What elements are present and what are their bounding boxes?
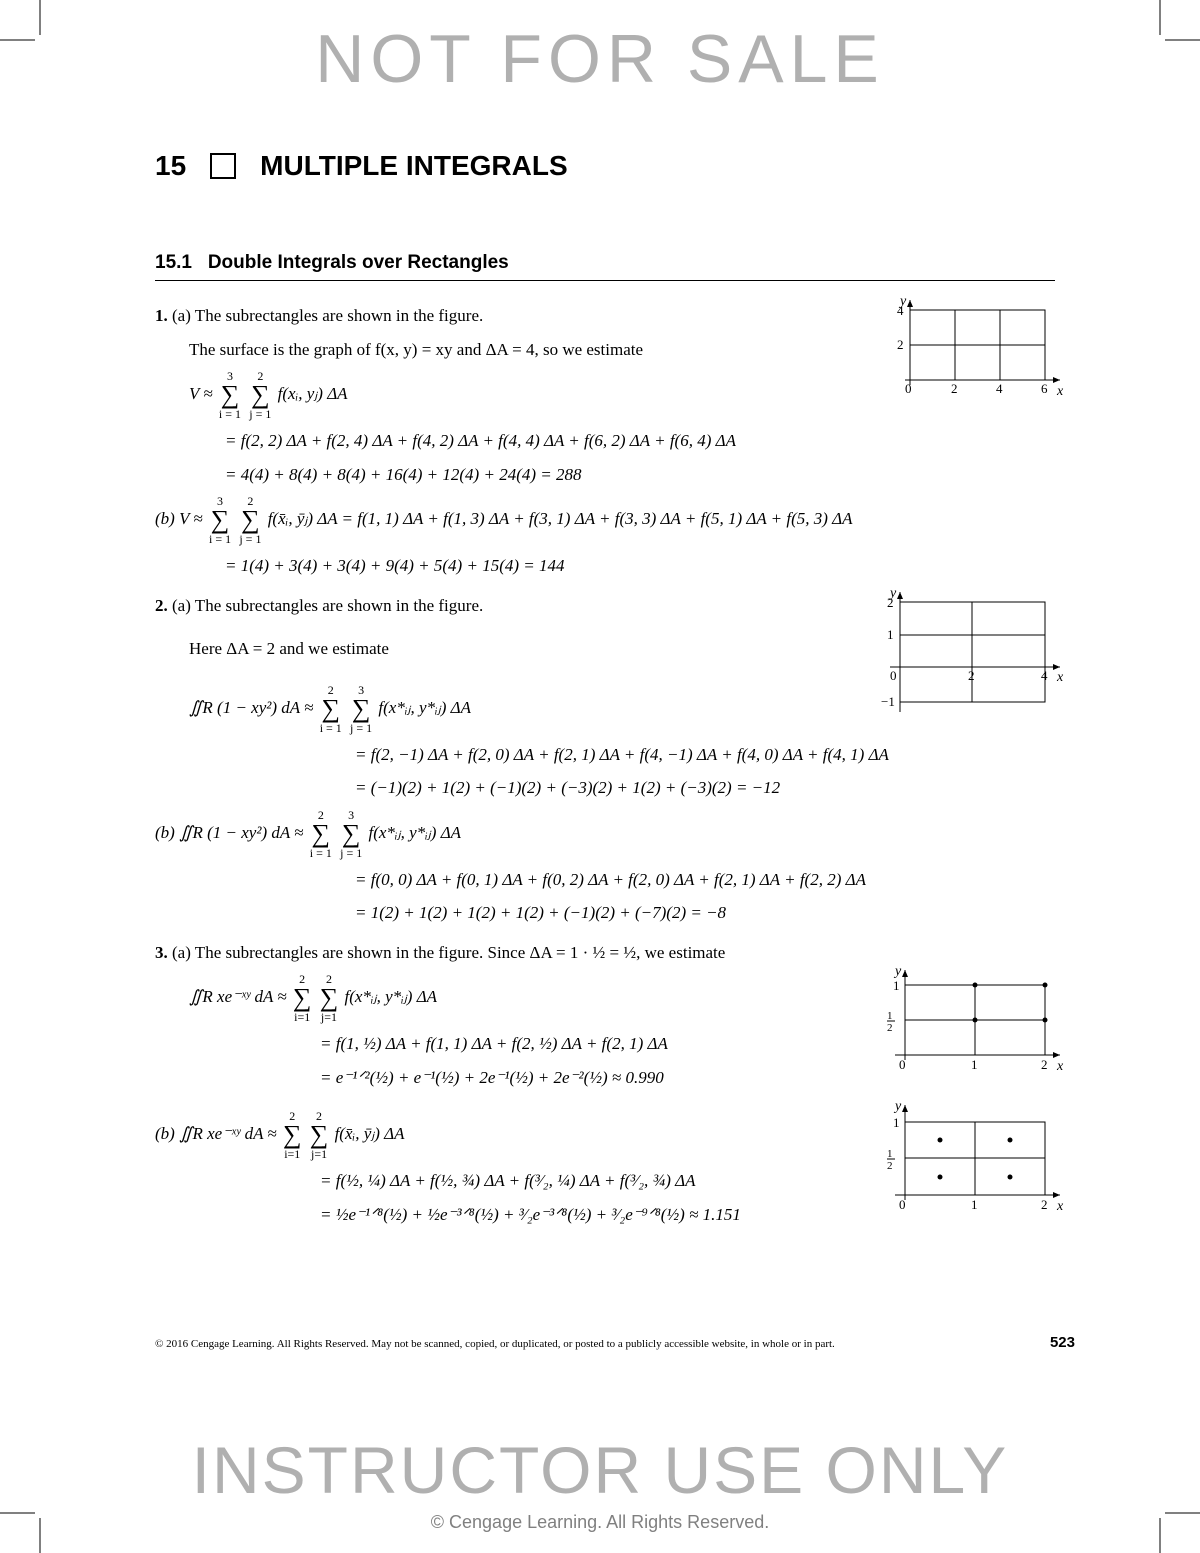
p3a-line1: (a) The subrectangles are shown in the f… xyxy=(172,943,725,962)
p1a-eq1-lhs: V ≈ xyxy=(189,384,213,403)
svg-text:1: 1 xyxy=(893,978,900,993)
svg-text:2: 2 xyxy=(887,1022,893,1034)
svg-text:x: x xyxy=(1056,670,1064,685)
section-title: Double Integrals over Rectangles xyxy=(208,252,509,273)
page-content: 15 MULTIPLE INTEGRALS 15.1 Double Integr… xyxy=(155,150,1055,1241)
svg-text:4: 4 xyxy=(996,381,1003,396)
page-number: 523 xyxy=(1050,1334,1075,1351)
svg-text:0: 0 xyxy=(890,668,897,683)
svg-text:4: 4 xyxy=(1041,668,1048,683)
p2b-eq2: = f(0, 0) ΔA + f(0, 1) ΔA + f(0, 2) ΔA +… xyxy=(155,867,1055,893)
figure-1: 0246 24 xy xyxy=(885,295,1065,405)
p2a-eq1-rhs: f(x*ᵢⱼ, y*ᵢⱼ) ΔA xyxy=(378,697,471,716)
p3a-eq1-rhs: f(x*ᵢⱼ, y*ᵢⱼ) ΔA xyxy=(345,987,438,1006)
svg-text:1: 1 xyxy=(887,1148,893,1160)
problem-1: 1. (a) The subrectangles are shown in th… xyxy=(155,303,1055,579)
svg-text:0: 0 xyxy=(899,1057,906,1072)
svg-text:x: x xyxy=(1056,384,1064,399)
p2b-rhs: f(x*ᵢⱼ, y*ᵢⱼ) ΔA xyxy=(368,822,461,841)
chapter-number: 15 xyxy=(155,150,186,182)
p3a-eq1-lhs: ∬R xe⁻ˣʸ dA ≈ xyxy=(189,987,287,1006)
chapter-heading: 15 MULTIPLE INTEGRALS xyxy=(155,150,1055,182)
p1b-lhs: (b) V ≈ xyxy=(155,509,203,528)
p2b-eq3: = 1(2) + 1(2) + 1(2) + 1(2) + (−1)(2) + … xyxy=(155,900,1055,926)
svg-text:0: 0 xyxy=(899,1197,906,1212)
svg-text:6: 6 xyxy=(1041,381,1048,396)
p2a-eq3: = (−1)(2) + 1(2) + (−1)(2) + (−3)(2) + 1… xyxy=(155,775,1055,801)
section-number: 15.1 xyxy=(155,252,192,273)
svg-text:y: y xyxy=(893,965,902,979)
figure-2: 024 21−1 xy xyxy=(875,587,1065,717)
figure-3b: 012 1 12 xy xyxy=(875,1100,1065,1215)
svg-text:2: 2 xyxy=(1041,1057,1048,1072)
p2a-eq1-lhs: ∬R (1 − xy²) dA ≈ xyxy=(189,697,313,716)
p3b-lhs: (b) ∬R xe⁻ˣʸ dA ≈ xyxy=(155,1124,277,1143)
watermark-bottom: INSTRUCTOR USE ONLY xyxy=(0,1432,1200,1508)
p1b-rhs: f(x̄ᵢ, ȳⱼ) ΔA = f(1, 1) ΔA + f(1, 3) ΔA … xyxy=(268,509,853,528)
svg-text:1: 1 xyxy=(893,1115,900,1130)
svg-text:1: 1 xyxy=(887,627,894,642)
p2a-line1: (a) The subrectangles are shown in the f… xyxy=(172,596,483,615)
svg-text:2: 2 xyxy=(1041,1197,1048,1212)
svg-text:2: 2 xyxy=(887,1160,893,1172)
footer-copyright: © Cengage Learning. All Rights Reserved. xyxy=(0,1512,1200,1533)
svg-text:1: 1 xyxy=(971,1057,978,1072)
svg-text:y: y xyxy=(893,1100,902,1114)
p2a-eq2: = f(2, −1) ΔA + f(2, 0) ΔA + f(2, 1) ΔA … xyxy=(155,742,1055,768)
p1a-line1: (a) The subrectangles are shown in the f… xyxy=(172,306,483,325)
svg-text:−1: −1 xyxy=(881,694,895,709)
svg-text:0: 0 xyxy=(905,381,912,396)
problem-2: 2. (a) The subrectangles are shown in th… xyxy=(155,593,1055,926)
svg-text:2: 2 xyxy=(897,337,904,352)
svg-text:2: 2 xyxy=(951,381,958,396)
svg-text:x: x xyxy=(1056,1199,1064,1214)
svg-text:y: y xyxy=(888,587,897,601)
svg-text:x: x xyxy=(1056,1059,1064,1074)
figure-3a: 012 1 12 xy xyxy=(875,965,1065,1075)
svg-text:1: 1 xyxy=(971,1197,978,1212)
p1a-eq2: = f(2, 2) ΔA + f(2, 4) ΔA + f(4, 2) ΔA +… xyxy=(155,428,1055,454)
section-heading: 15.1 Double Integrals over Rectangles xyxy=(155,252,1055,281)
p1a-eq1-rhs: f(xᵢ, yⱼ) ΔA xyxy=(278,384,348,403)
copyright-line: © 2016 Cengage Learning. All Rights Rese… xyxy=(155,1338,1055,1350)
chapter-title: MULTIPLE INTEGRALS xyxy=(260,150,567,182)
p2b-lhs: (b) ∬R (1 − xy²) dA ≈ xyxy=(155,822,304,841)
problem-3: 3. (a) The subrectangles are shown in th… xyxy=(155,940,1055,1228)
svg-text:1: 1 xyxy=(887,1010,893,1022)
p1a-eq3: = 4(4) + 8(4) + 8(4) + 16(4) + 12(4) + 2… xyxy=(155,462,1055,488)
watermark-top: NOT FOR SALE xyxy=(0,20,1200,98)
p1b-eq2: = 1(4) + 3(4) + 3(4) + 9(4) + 5(4) + 15(… xyxy=(155,553,1055,579)
p1a-line2: The surface is the graph of f(x, y) = xy… xyxy=(189,340,643,359)
chapter-box-icon xyxy=(210,153,236,179)
svg-text:2: 2 xyxy=(968,668,975,683)
p3b-rhs: f(x̄ᵢ, ȳⱼ) ΔA xyxy=(335,1124,405,1143)
svg-text:y: y xyxy=(898,295,907,309)
